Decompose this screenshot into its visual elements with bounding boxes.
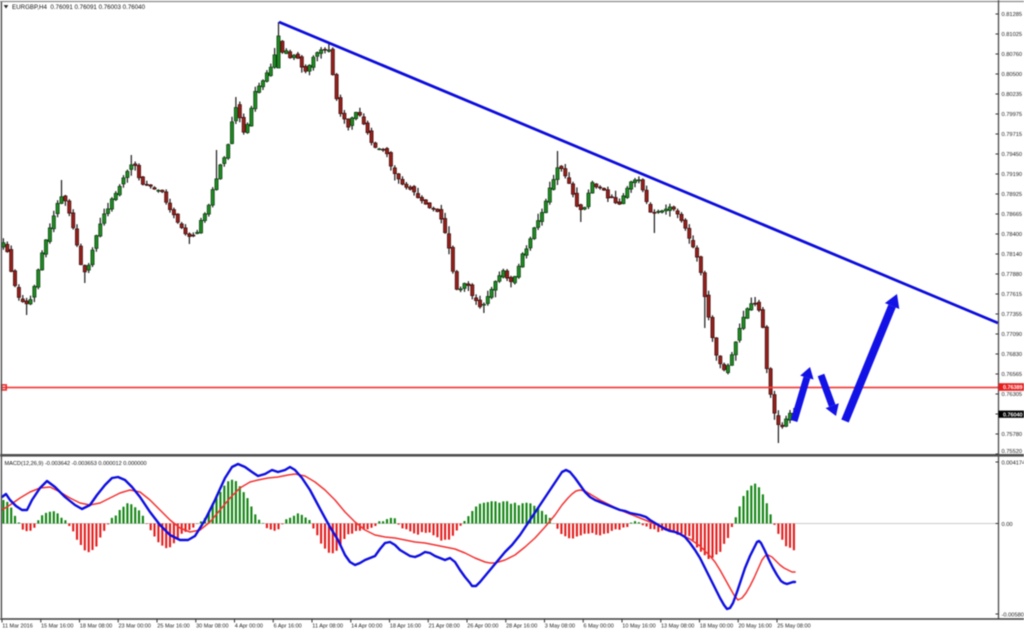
svg-text:10 May 16:00: 10 May 16:00 [622, 624, 655, 630]
svg-text:0.80760: 0.80760 [1002, 52, 1023, 58]
svg-text:0.77355: 0.77355 [1002, 312, 1023, 318]
svg-text:0.78665: 0.78665 [1002, 212, 1023, 218]
svg-text:4 Apr 00:00: 4 Apr 00:00 [235, 624, 263, 630]
svg-text:0.75520: 0.75520 [1002, 449, 1023, 455]
svg-text:0.76565: 0.76565 [1002, 372, 1023, 378]
svg-text:28 Apr 16:00: 28 Apr 16:00 [506, 624, 537, 630]
svg-text:18 May 00:00: 18 May 00:00 [700, 624, 733, 630]
svg-text:6 Apr 16:00: 6 Apr 16:00 [274, 624, 302, 630]
svg-text:14 Apr 00:00: 14 Apr 00:00 [351, 624, 382, 630]
svg-text:0.80235: 0.80235 [1002, 92, 1023, 98]
svg-text:0.76040: 0.76040 [1003, 412, 1023, 418]
svg-text:13 May 08:00: 13 May 08:00 [661, 624, 694, 630]
svg-text:30 Mar 08:00: 30 Mar 08:00 [196, 624, 228, 630]
svg-text:0.77615: 0.77615 [1002, 292, 1023, 298]
svg-text:20 May 16:00: 20 May 16:00 [739, 624, 772, 630]
svg-text:6 May 00:00: 6 May 00:00 [584, 624, 614, 630]
svg-text:0.77090: 0.77090 [1002, 332, 1023, 338]
svg-text:0.004174: 0.004174 [1002, 461, 1024, 467]
svg-text:0.78400: 0.78400 [1002, 232, 1023, 238]
svg-text:0.79190: 0.79190 [1002, 172, 1023, 178]
svg-text:0.78925: 0.78925 [1002, 192, 1023, 198]
svg-text:11 Mar 2016: 11 Mar 2016 [2, 624, 32, 630]
svg-text:0.79715: 0.79715 [1002, 132, 1023, 138]
svg-text:0.75780: 0.75780 [1002, 432, 1023, 438]
svg-text:23 Mar 00:00: 23 Mar 00:00 [119, 624, 151, 630]
svg-text:0.79450: 0.79450 [1002, 152, 1023, 158]
svg-text:18 Apr 16:00: 18 Apr 16:00 [390, 624, 421, 630]
svg-text:-0.005803: -0.005803 [1002, 613, 1024, 619]
svg-text:0.81285: 0.81285 [1002, 12, 1023, 18]
svg-text:0.77880: 0.77880 [1002, 272, 1023, 278]
svg-text:15 Mar 16:00: 15 Mar 16:00 [41, 624, 73, 630]
svg-text:26 Apr 00:00: 26 Apr 00:00 [467, 624, 498, 630]
svg-text:0.79975: 0.79975 [1002, 112, 1023, 118]
svg-text:18 Mar 08:00: 18 Mar 08:00 [80, 624, 112, 630]
svg-text:21 Apr 08:00: 21 Apr 08:00 [429, 624, 460, 630]
svg-text:0.81025: 0.81025 [1002, 32, 1023, 38]
svg-text:25 Mar 16:00: 25 Mar 16:00 [157, 624, 189, 630]
svg-text:0.76305: 0.76305 [1002, 392, 1023, 398]
svg-text:EURGBP,H4 0.76091 0.76091 0.7: EURGBP,H4 0.76091 0.76091 0.76003 0.7604… [12, 4, 146, 11]
svg-text:11 Apr 08:00: 11 Apr 08:00 [312, 624, 343, 630]
svg-text:MACD(12,26,9) -0.003642 -0.003: MACD(12,26,9) -0.003642 -0.003653 0.0000… [5, 461, 147, 467]
svg-text:25 May 08:00: 25 May 08:00 [777, 624, 810, 630]
svg-text:0.00: 0.00 [1002, 522, 1013, 528]
svg-text:0.76830: 0.76830 [1002, 352, 1023, 358]
svg-text:0.78140: 0.78140 [1002, 252, 1023, 258]
svg-text:0.76389: 0.76389 [1003, 385, 1023, 391]
svg-text:3 May 08:00: 3 May 08:00 [545, 624, 575, 630]
svg-text:0.80500: 0.80500 [1002, 72, 1023, 78]
